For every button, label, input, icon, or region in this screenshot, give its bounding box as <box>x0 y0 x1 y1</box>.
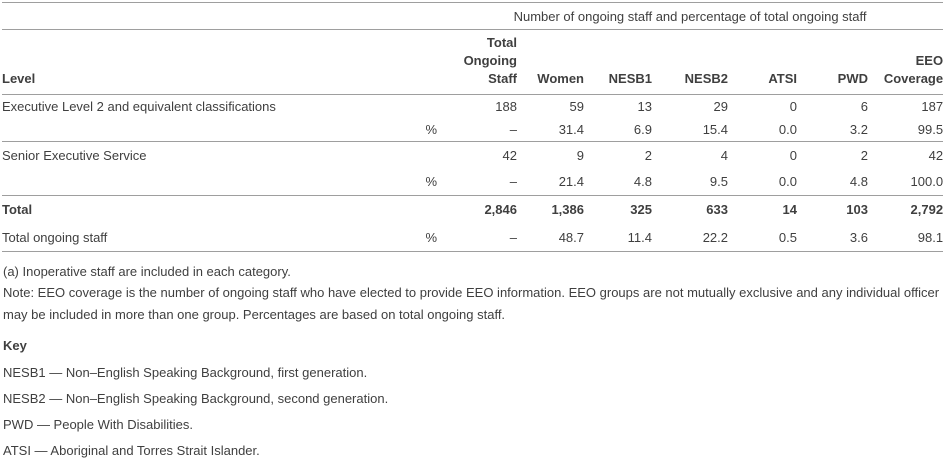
table-row: % – 31.4 6.9 15.4 0.0 3.2 99.5 <box>2 117 944 142</box>
table-footer: (a) Inoperative staff are included in ea… <box>2 261 941 458</box>
footnote-a: (a) Inoperative staff are included in ea… <box>3 264 291 279</box>
value-cell: – <box>437 168 517 196</box>
key-item-atsi: ATSI — Aboriginal and Torres Strait Isla… <box>3 443 260 458</box>
value-cell: 100.0 <box>868 168 944 196</box>
value-cell: 14 <box>782 202 797 218</box>
value-cell: 187 <box>921 98 944 114</box>
value-cell: 29 <box>713 98 728 114</box>
value-cell: 4.8 <box>584 168 652 196</box>
pct-cell <box>402 196 437 224</box>
span-header-spacer <box>2 2 437 30</box>
level-cell <box>2 117 402 142</box>
level-cell: Senior Executive Service <box>2 147 147 163</box>
level-cell: Total ongoing staff <box>2 223 402 252</box>
column-header-row: Level Total Ongoing Staff Women NESB1 NE… <box>2 29 944 95</box>
span-header: Number of ongoing staff and percentage o… <box>437 2 944 30</box>
key-item-nesb2: NESB2 — Non–English Speaking Background,… <box>3 391 389 406</box>
pct-cell: % <box>402 223 437 252</box>
value-cell: 2 <box>860 147 868 163</box>
value-cell: 325 <box>630 202 652 218</box>
table-row: % – 21.4 4.8 9.5 0.0 4.8 100.0 <box>2 168 944 196</box>
value-cell: 0 <box>789 98 797 114</box>
level-cell <box>2 168 402 196</box>
level-cell: Executive Level 2 and equivalent classif… <box>2 98 276 114</box>
level-cell: Total <box>2 202 33 218</box>
value-cell: 0.0 <box>728 168 797 196</box>
value-cell: 48.7 <box>517 223 584 252</box>
value-cell: 9.5 <box>652 168 728 196</box>
value-cell: – <box>437 117 517 142</box>
value-cell: 59 <box>569 98 584 114</box>
value-cell: 98.1 <box>868 223 944 252</box>
table-row: Senior Executive Service 42 9 2 4 0 2 42 <box>2 142 943 169</box>
value-cell: 0.5 <box>728 223 797 252</box>
value-cell: 22.2 <box>652 223 728 252</box>
value-cell: 103 <box>846 202 868 218</box>
value-cell: – <box>437 223 517 252</box>
value-cell: 31.4 <box>517 117 584 142</box>
eeo-staff-table: Number of ongoing staff and percentage o… <box>2 2 944 252</box>
column-header-pct-spacer <box>402 29 437 95</box>
key-item-pwd: PWD — People With Disabilities. <box>3 417 193 432</box>
value-cell: 42 <box>928 147 944 163</box>
value-cell: 21.4 <box>517 168 584 196</box>
pct-cell <box>402 95 437 118</box>
pct-cell: % <box>402 168 437 196</box>
value-cell: 6 <box>860 98 868 114</box>
value-cell: 4 <box>720 147 728 163</box>
column-header-women: Women <box>517 29 584 95</box>
pct-cell <box>402 142 437 169</box>
value-cell: 3.2 <box>797 117 868 142</box>
value-cell: 99.5 <box>868 117 944 142</box>
table-row-total: Total 2,846 1,386 325 633 14 103 2,792 <box>2 196 943 224</box>
value-cell: 2,792 <box>910 202 944 218</box>
pct-cell: % <box>402 117 437 142</box>
column-header-nesb1: NESB1 <box>584 29 652 95</box>
value-cell: 2,846 <box>484 202 517 218</box>
column-header-eeo-coverage: EEO Coverage <box>868 29 944 95</box>
column-header-atsi: ATSI <box>728 29 797 95</box>
value-cell: 0 <box>789 147 797 163</box>
value-cell: 188 <box>495 98 517 114</box>
value-cell: 9 <box>576 147 584 163</box>
column-header-nesb2: NESB2 <box>652 29 728 95</box>
span-header-row: Number of ongoing staff and percentage o… <box>2 2 944 30</box>
value-cell: 42 <box>502 147 517 163</box>
value-cell: 3.6 <box>797 223 868 252</box>
column-header-level: Level <box>2 29 402 95</box>
key-heading: Key <box>3 338 27 353</box>
footnote-note: Note: EEO coverage is the number of ongo… <box>3 285 940 322</box>
value-cell: 6.9 <box>584 117 652 142</box>
key-item-nesb1: NESB1 — Non–English Speaking Background,… <box>3 365 368 380</box>
column-header-pwd: PWD <box>797 29 868 95</box>
value-cell: 1,386 <box>551 202 584 218</box>
value-cell: 13 <box>637 98 652 114</box>
value-cell: 15.4 <box>652 117 728 142</box>
value-cell: 4.8 <box>797 168 868 196</box>
column-header-total-ongoing-staff: Total Ongoing Staff <box>437 29 517 95</box>
table-row: Executive Level 2 and equivalent classif… <box>2 95 943 118</box>
value-cell: 2 <box>644 147 652 163</box>
table-row: Total ongoing staff % – 48.7 11.4 22.2 0… <box>2 223 944 252</box>
value-cell: 11.4 <box>584 223 652 252</box>
value-cell: 633 <box>706 202 728 218</box>
value-cell: 0.0 <box>728 117 797 142</box>
